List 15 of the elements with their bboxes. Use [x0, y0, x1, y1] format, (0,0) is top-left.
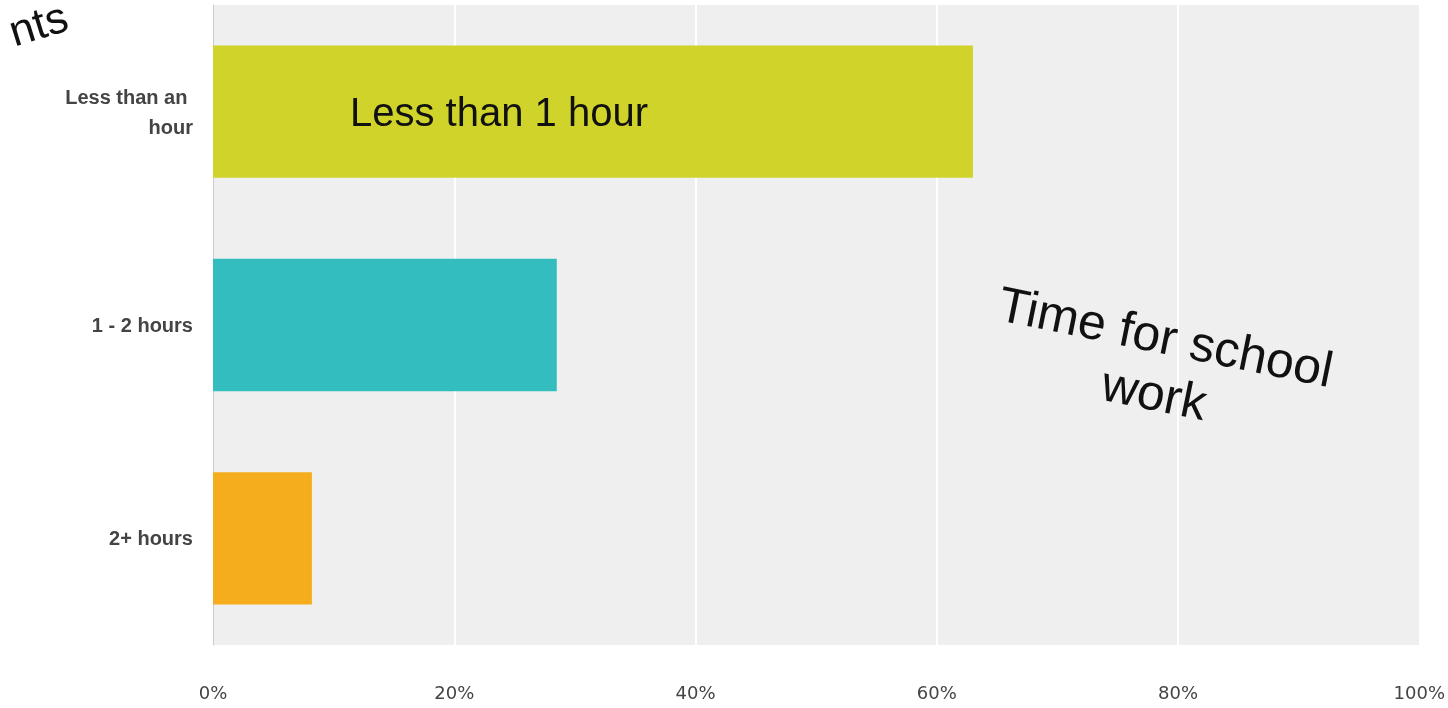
bar: [213, 472, 312, 605]
bar: [213, 45, 973, 178]
text: nts: [2, 0, 74, 56]
x-tick-label: 60%: [916, 681, 957, 703]
x-tick-label: 20%: [434, 681, 475, 703]
bar: [213, 258, 557, 392]
x-tick-label: 100%: [1393, 681, 1445, 703]
y-tick-label: 1 - 2 hours: [91, 314, 193, 336]
y-tick-label: 2+ hours: [109, 527, 193, 550]
x-tick-label: 40%: [675, 681, 716, 703]
annotation: Less than 1 hour: [350, 90, 648, 134]
x-tick-label: 0%: [198, 681, 228, 703]
y-tick-label: Less than an hour: [65, 85, 194, 138]
x-tick-label: 80%: [1158, 681, 1199, 703]
annotation: Time for school work: [993, 275, 1338, 432]
